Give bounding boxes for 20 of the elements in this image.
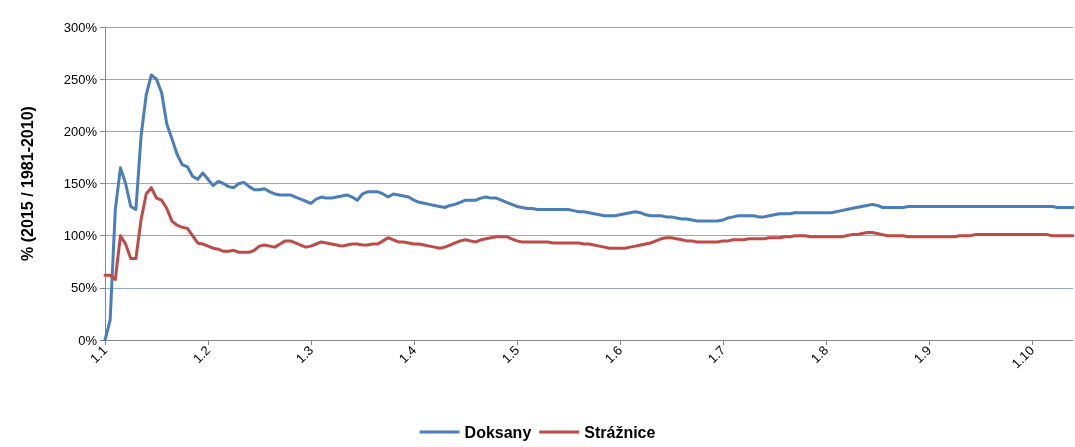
x-tick-label: 1.6 (601, 342, 626, 367)
x-tick-label: 1.7 (704, 342, 729, 367)
y-tick-label: 50% (70, 280, 98, 296)
x-tick-label: 1.8 (807, 342, 832, 367)
line-series (103, 186, 1075, 281)
x-tick-label: 1.2 (189, 342, 214, 367)
x-tick-label: 1.4 (395, 342, 420, 367)
y-axis-title: % (2015 / 1981-2010) (18, 106, 36, 261)
x-tick-label: 1.9 (910, 342, 935, 367)
x-tick-label: 1.3 (292, 342, 317, 367)
y-tick-label: 200% (63, 123, 98, 139)
y-tick-label: 150% (63, 176, 98, 191)
y-tick-label: 0% (78, 332, 98, 348)
y-tick-label: 100% (63, 228, 98, 244)
legend-label: Strážnice (584, 423, 656, 441)
x-tick-label: 1.10 (1008, 342, 1038, 372)
y-tick-label: 250% (63, 71, 98, 87)
legend-label: Doksany (464, 423, 532, 441)
x-tick-label: 1.5 (498, 342, 523, 367)
y-tick-label: 300% (63, 19, 98, 35)
